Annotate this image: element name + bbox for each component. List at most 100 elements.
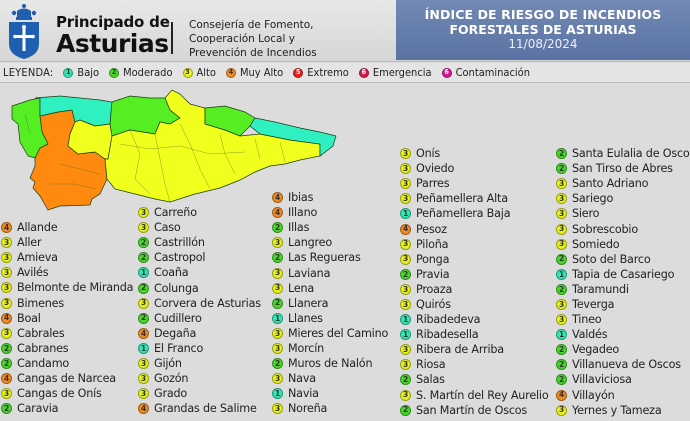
- risk-level-badge-icon: 2: [1, 403, 12, 415]
- municipality-name: Somiedo: [572, 237, 620, 251]
- municipality-item: 4 Pesoz: [400, 221, 548, 236]
- municipality-item: 3 Parres: [400, 176, 548, 191]
- title-box: ÍNDICE DE RIESGO DE INCENDIOS FORESTALES…: [396, 0, 690, 60]
- municipality-item: 1 El Franco: [138, 341, 261, 356]
- risk-level-badge-icon: 3: [1, 297, 12, 309]
- municipality-name: Pesoz: [416, 222, 447, 236]
- municipality-item: 2 Villaviciosa: [556, 372, 690, 387]
- municipality-name: Las Regueras: [288, 251, 361, 265]
- municipality-name: Gijón: [154, 356, 182, 370]
- risk-level-badge-icon: 3: [1, 267, 12, 279]
- risk-level-badge-icon: 3: [272, 373, 283, 385]
- risk-level-badge-icon: 2: [1, 342, 12, 354]
- risk-level-badge-icon: 3: [1, 237, 12, 249]
- municipality-item: 3 Onís: [400, 146, 548, 161]
- risk-level-badge-icon: 3: [138, 373, 149, 385]
- municipality-item: 3 Peñamellera Alta: [400, 191, 548, 206]
- legend-item: 6 Emergencia: [358, 66, 432, 79]
- municipality-name: Siero: [572, 207, 600, 221]
- municipality-item: 2 Villanueva de Oscos: [556, 357, 690, 372]
- risk-level-badge-icon: 3: [1, 327, 12, 339]
- municipality-name: Yernes y Tameza: [572, 403, 662, 417]
- municipality-item: 4 Villayón: [556, 388, 690, 403]
- municipality-item: 3 Langreo: [272, 235, 388, 250]
- report-date: 11/08/2024: [508, 37, 578, 51]
- brand-line-1: Principado de: [56, 13, 170, 31]
- municipality-item: 2 Salas: [400, 372, 548, 387]
- risk-level-badge-icon: 3: [400, 178, 411, 190]
- department-name: Consejería de Fomento, Cooperación Local…: [189, 18, 317, 60]
- risk-level-badge-icon: 2: [1, 357, 12, 369]
- municipality-item: 2 San Martín de Oscos: [400, 403, 548, 418]
- risk-level-badge-icon: 1: [272, 388, 283, 400]
- municipality-name: Cabrales: [17, 326, 65, 340]
- municipality-item: 3 Cangas de Onís: [1, 386, 133, 401]
- risk-level-badge-icon: 2: [272, 222, 283, 234]
- municipality-item: 2 Cudillero: [138, 311, 261, 326]
- municipality-name: Ribadesella: [416, 328, 479, 342]
- municipality-name: Muros de Nalón: [288, 357, 373, 371]
- municipality-item: 2 Vegadeo: [556, 342, 690, 357]
- risk-level-badge-icon: 3: [1, 282, 12, 294]
- municipality-name: Cudillero: [154, 311, 202, 325]
- municipality-item: 4 Degaña: [138, 326, 261, 341]
- risk-level-badge-icon: 3: [556, 298, 567, 310]
- municipality-item: 2 Llanera: [272, 296, 388, 311]
- legend-item: 6 Contaminación: [441, 66, 530, 79]
- municipality-item: 2 Taramundi: [556, 282, 690, 297]
- risk-level-badge-icon: 2: [556, 283, 567, 295]
- risk-level-badge-icon: 1: [138, 267, 149, 279]
- municipality-name: Ribera de Arriba: [416, 343, 504, 357]
- risk-level-badge-icon: 2: [138, 312, 149, 324]
- risk-level-badge-icon: 3: [400, 389, 411, 401]
- municipality-item: 3 Quirós: [400, 297, 548, 312]
- asturias-risk-map: [11, 89, 337, 211]
- municipality-item: 3 Mieres del Camino: [272, 326, 388, 341]
- brand-name: Principado de Asturias: [56, 14, 170, 57]
- municipality-item: 3 Lena: [272, 281, 388, 296]
- municipality-name: Caso: [154, 221, 181, 235]
- municipality-name: Colunga: [154, 281, 199, 295]
- risk-level-badge-icon: 4: [1, 312, 12, 324]
- risk-level-badge-icon: 3: [556, 238, 567, 250]
- municipality-name: Llanes: [288, 311, 323, 325]
- risk-level-badge-icon: 2: [400, 374, 411, 386]
- municipality-name: Carreño: [154, 206, 197, 220]
- legend-title: LEYENDA:: [3, 66, 54, 79]
- municipality-name: Cangas de Onís: [17, 387, 102, 401]
- municipality-item: 3 Siero: [556, 206, 690, 221]
- risk-level-badge-icon: 1: [400, 329, 411, 341]
- municipality-item: 3 Gozón: [138, 371, 261, 386]
- municipality-item: 2 Muros de Nalón: [272, 356, 388, 371]
- municipality-item: 1 Peñamellera Baja: [400, 206, 548, 221]
- municipality-name: Allande: [17, 221, 58, 235]
- municipality-item: 1 Valdés: [556, 327, 690, 342]
- municipality-item: 3 Cabrales: [1, 326, 133, 341]
- legend-item: 2 Moderado: [109, 66, 173, 79]
- legend-item: 1 Bajo: [63, 66, 99, 79]
- municipality-column-2: 3 Carreño 3 Caso 2 Castrillón 2 Castropol 1 Coaña…: [138, 205, 261, 416]
- municipality-column-5: 2 Santa Eulalia de Oscos 2 San Tirso de Abr…: [556, 146, 690, 418]
- risk-level-badge-icon: 1: [138, 342, 149, 354]
- municipality-name: Soto del Barco: [572, 252, 651, 266]
- department-line-3: Prevención de Incendios: [189, 47, 317, 59]
- legend-item: 5 Extremo: [293, 66, 349, 79]
- municipality-item: 2 Colunga: [138, 280, 261, 295]
- legend-item: 4 Muy Alto: [225, 66, 284, 79]
- risk-level-badge-icon: 2: [556, 359, 567, 371]
- municipality-name: Castropol: [154, 251, 206, 265]
- municipality-name: El Franco: [154, 341, 204, 355]
- legend-label: Emergencia: [372, 66, 432, 79]
- legend-label: Muy Alto: [239, 66, 284, 79]
- risk-level-badge-icon: 4: [1, 372, 12, 384]
- legend-item: 3 Alto: [182, 66, 216, 79]
- municipality-item: 3 Gijón: [138, 356, 261, 371]
- risk-level-badge-icon: 3: [138, 222, 149, 234]
- municipality-item: 3 Santo Adriano: [556, 176, 690, 191]
- municipality-name: Villaviciosa: [572, 373, 632, 387]
- municipality-name: Grandas de Salime: [154, 402, 257, 416]
- municipality-item: 2 Castrillón: [138, 235, 261, 250]
- municipality-item: 1 Ribadesella: [400, 327, 548, 342]
- municipality-item: 3 Bimenes: [1, 295, 133, 310]
- risk-level-badge-icon: 3: [556, 314, 567, 326]
